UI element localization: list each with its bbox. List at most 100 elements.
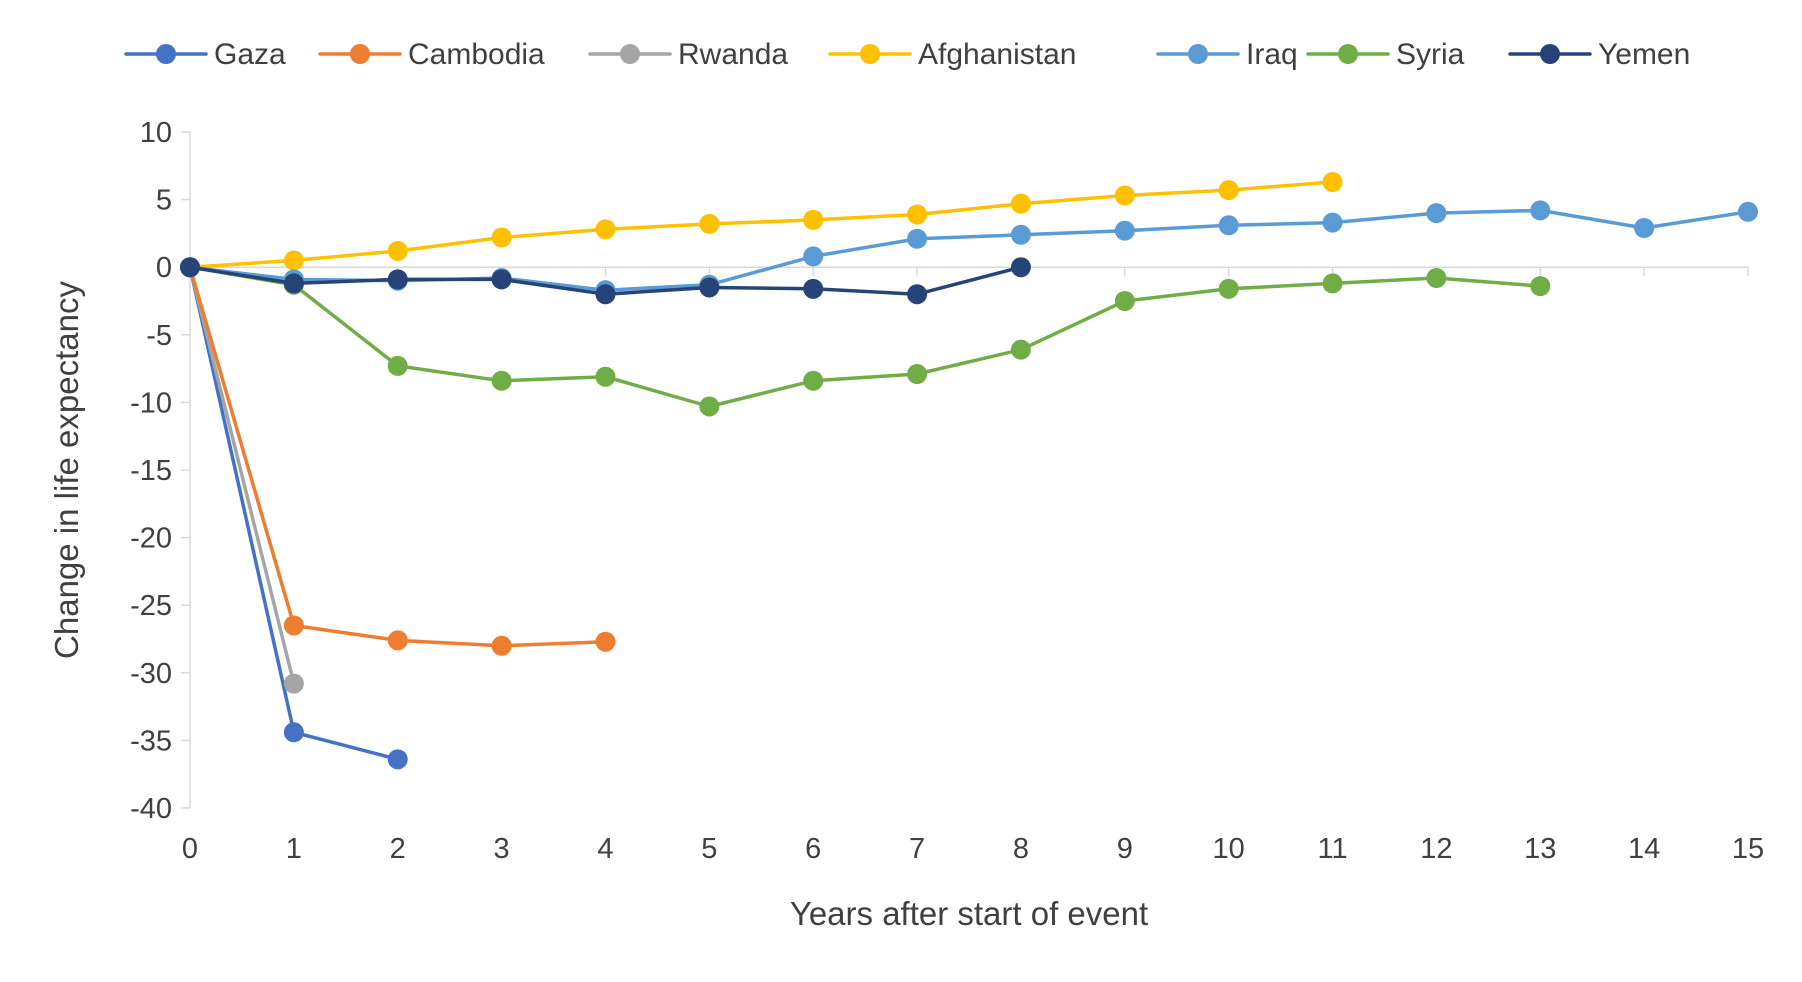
series-afghanistan [180, 172, 1343, 278]
x-axis-title: Years after start of event [790, 895, 1148, 932]
legend: Gaza Cambodia Rwanda Afghanistan Iraq Syria Ye… [124, 38, 1690, 71]
y-tick-label: -10 [130, 387, 172, 419]
legend-label: Afghanistan [918, 38, 1076, 71]
data-point-iraq [1634, 217, 1655, 238]
x-tick-label: 11 [1317, 833, 1347, 865]
data-point-afghanistan [699, 213, 720, 234]
x-tick-label: 5 [701, 833, 717, 865]
data-point-gaza [387, 749, 408, 770]
x-tick-label: 6 [805, 833, 821, 865]
series-yemen [180, 257, 1031, 305]
y-tick-label: -25 [130, 590, 172, 622]
data-point-syria [699, 396, 720, 417]
legend-item-iraq: Iraq [1156, 38, 1298, 71]
data-point-yemen [387, 269, 408, 290]
legend-item-afghanistan: Afghanistan [828, 38, 1076, 71]
legend-swatch-marker [620, 44, 640, 64]
data-point-iraq [803, 246, 824, 267]
data-point-syria [1218, 278, 1239, 299]
legend-swatch-marker [1540, 44, 1560, 64]
data-point-afghanistan [283, 250, 304, 271]
x-tick-label: 0 [182, 833, 198, 865]
legend-swatch-marker [350, 44, 370, 64]
data-point-syria [1426, 268, 1447, 289]
data-point-syria [907, 364, 928, 385]
x-axis: 0 1 2 3 4 5 6 7 8 9 10 11 12 13 14 15 [182, 266, 1764, 865]
data-point-yemen [595, 284, 616, 305]
data-point-iraq [1114, 220, 1135, 241]
data-point-yemen [180, 257, 200, 278]
data-point-yemen [699, 277, 720, 298]
y-tick-label: -5 [146, 320, 172, 352]
series-line-rwanda [188, 265, 296, 686]
series-line-syria [188, 265, 1543, 409]
data-point-yemen [803, 278, 824, 299]
x-tick-label: 1 [286, 833, 302, 865]
y-tick-label: 0 [156, 252, 172, 284]
legend-label: Yemen [1598, 38, 1690, 71]
legend-label: Iraq [1246, 38, 1298, 71]
y-tick-label: -40 [130, 793, 172, 825]
x-tick-label: 8 [1013, 833, 1029, 865]
x-tick-label: 9 [1117, 833, 1133, 865]
legend-item-syria: Syria [1306, 38, 1465, 71]
legend-swatch-marker [1188, 44, 1208, 64]
legend-label: Cambodia [408, 38, 545, 71]
x-tick-label: 12 [1420, 833, 1452, 865]
legend-label: Rwanda [678, 38, 788, 71]
data-point-syria [491, 370, 512, 391]
series-line-afghanistan [188, 180, 1335, 269]
data-point-syria [1114, 291, 1135, 311]
x-tick-label: 2 [390, 833, 406, 865]
x-tick-label: 13 [1524, 833, 1556, 865]
data-point-gaza [283, 722, 304, 743]
data-point-syria [1010, 339, 1031, 360]
data-point-syria [387, 355, 408, 376]
data-point-yemen [907, 284, 928, 305]
x-tick-label: 7 [909, 833, 925, 865]
data-point-iraq [907, 228, 928, 249]
data-point-syria [595, 366, 616, 387]
x-tick-label: 3 [494, 833, 510, 865]
data-point-cambodia [595, 631, 616, 652]
data-point-iraq [1218, 215, 1239, 236]
data-point-iraq [1010, 224, 1031, 245]
data-point-afghanistan [387, 240, 408, 261]
plot-area [180, 172, 1758, 770]
x-tick-label: 15 [1732, 833, 1764, 865]
y-axis-title: Change in life expectancy [48, 281, 85, 659]
legend-item-yemen: Yemen [1508, 38, 1690, 71]
x-tick-label: 14 [1628, 833, 1660, 865]
data-point-cambodia [491, 635, 512, 656]
data-point-cambodia [283, 615, 304, 636]
data-point-syria [803, 370, 824, 391]
data-point-syria [1530, 276, 1551, 297]
y-tick-label: -35 [130, 725, 172, 757]
data-point-yemen [1010, 257, 1031, 278]
data-point-iraq [1738, 201, 1758, 222]
y-axis: 10 5 0 -5 -10 -15 -20 -25 -30 -35 -40 [130, 117, 191, 825]
data-point-afghanistan [803, 209, 824, 230]
series-syria [180, 257, 1551, 417]
data-point-yemen [491, 269, 512, 290]
y-tick-label: 10 [140, 117, 172, 149]
legend-item-cambodia: Cambodia [318, 38, 545, 71]
legend-swatch-marker [860, 44, 880, 64]
data-point-syria [1322, 273, 1343, 294]
y-tick-label: -30 [130, 658, 172, 690]
legend-label: Syria [1396, 38, 1465, 71]
data-point-iraq [1426, 203, 1447, 224]
data-point-iraq [1322, 212, 1343, 233]
data-point-afghanistan [491, 227, 512, 248]
data-point-cambodia [387, 630, 408, 651]
legend-item-gaza: Gaza [124, 38, 286, 71]
series-cambodia [180, 257, 616, 656]
x-tick-label: 4 [597, 833, 613, 865]
legend-item-rwanda: Rwanda [588, 38, 788, 71]
data-point-afghanistan [1322, 172, 1343, 193]
legend-swatch-marker [156, 44, 176, 64]
series-line-cambodia [188, 265, 608, 648]
y-tick-label: -20 [130, 523, 172, 555]
data-point-rwanda [283, 673, 304, 694]
